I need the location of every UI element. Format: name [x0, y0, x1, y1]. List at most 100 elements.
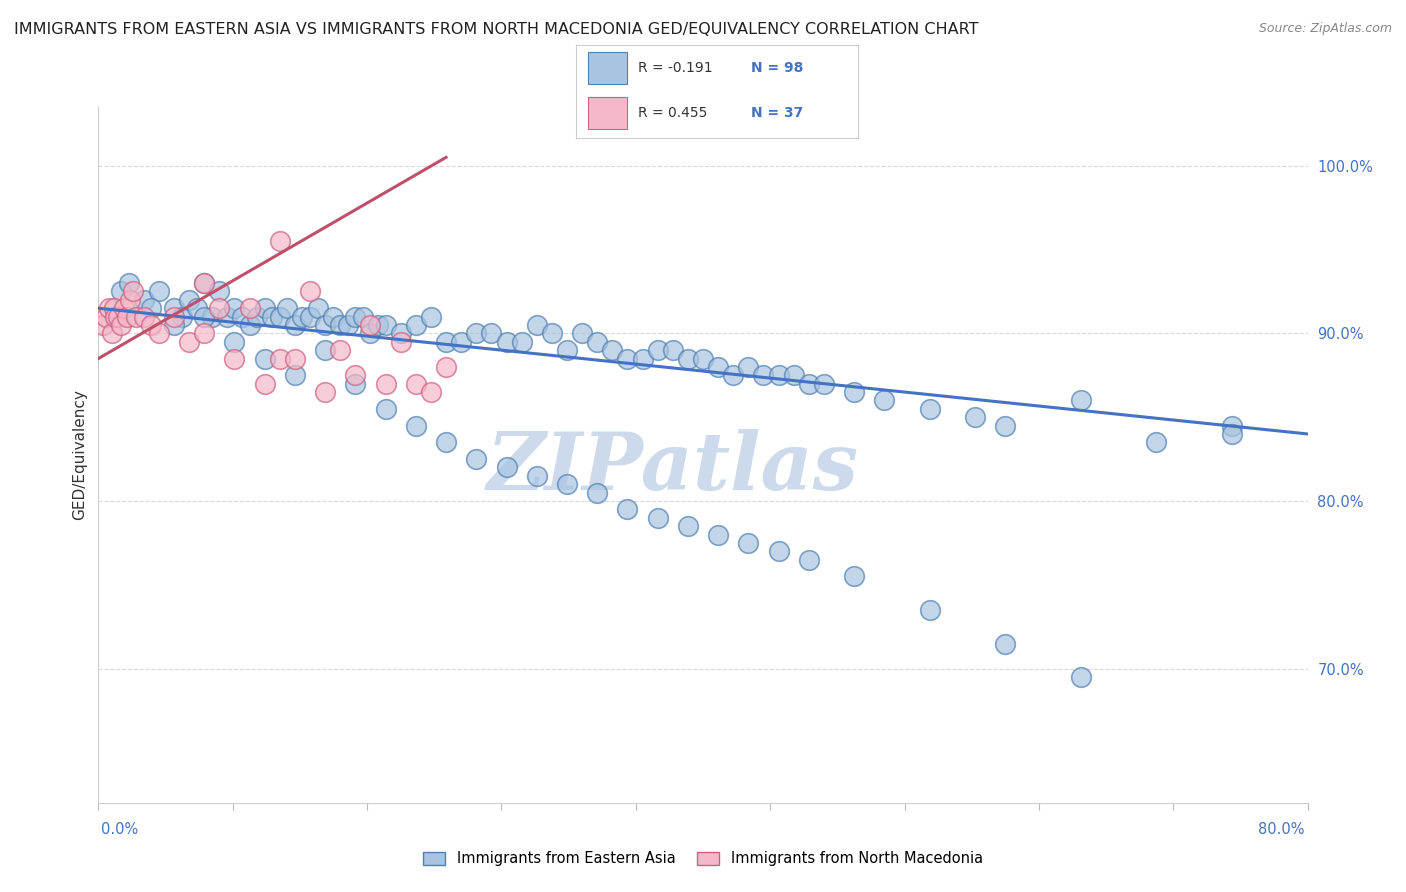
Point [253, 376, 276, 391]
Point [586, 485, 609, 500]
FancyBboxPatch shape [588, 52, 627, 84]
Point [374, 401, 396, 416]
Point [481, 326, 503, 341]
Point [405, 376, 427, 391]
Point [420, 310, 443, 324]
Point [231, 310, 253, 324]
Text: 80.0%: 80.0% [1258, 822, 1305, 837]
Point [873, 393, 896, 408]
Point [737, 359, 759, 374]
Point [276, 301, 298, 316]
Point [193, 326, 215, 341]
Point [434, 435, 457, 450]
Point [193, 310, 215, 324]
Text: IMMIGRANTS FROM EASTERN ASIA VS IMMIGRANTS FROM NORTH MACEDONIA GED/EQUIVALENCY : IMMIGRANTS FROM EASTERN ASIA VS IMMIGRAN… [14, 22, 979, 37]
Point [163, 310, 186, 324]
Point [239, 318, 262, 332]
Point [434, 359, 457, 374]
Point [540, 326, 562, 341]
Point [253, 301, 276, 316]
Point [246, 310, 269, 324]
Point [208, 285, 231, 299]
Point [314, 343, 336, 358]
Point [555, 343, 578, 358]
Text: 0.0%: 0.0% [101, 822, 138, 837]
Point [201, 310, 224, 324]
Point [269, 234, 291, 248]
Point [352, 310, 374, 324]
Point [510, 334, 533, 349]
Point [647, 343, 669, 358]
Point [291, 310, 314, 324]
Point [1220, 427, 1243, 442]
Point [103, 301, 125, 316]
Point [374, 376, 396, 391]
Point [797, 552, 820, 566]
Point [737, 536, 759, 550]
Point [918, 603, 941, 617]
Point [284, 368, 307, 383]
Point [336, 318, 359, 332]
Text: Source: ZipAtlas.com: Source: ZipAtlas.com [1258, 22, 1392, 36]
Point [723, 368, 745, 383]
Point [844, 569, 866, 583]
Point [118, 276, 141, 290]
Point [374, 318, 396, 332]
Point [389, 326, 412, 341]
Point [844, 385, 866, 400]
Point [148, 285, 170, 299]
Point [284, 318, 307, 332]
Point [616, 502, 638, 516]
Point [344, 368, 367, 383]
Point [141, 301, 163, 316]
Point [661, 343, 683, 358]
Point [322, 310, 344, 324]
Point [224, 351, 246, 366]
Point [112, 301, 135, 316]
Point [768, 368, 790, 383]
Point [1070, 670, 1092, 684]
Point [918, 401, 941, 416]
Point [389, 334, 412, 349]
Point [193, 276, 215, 290]
Point [299, 285, 322, 299]
Point [602, 343, 624, 358]
Point [224, 334, 246, 349]
Y-axis label: GED/Equivalency: GED/Equivalency [72, 390, 87, 520]
Point [782, 368, 804, 383]
Point [405, 418, 427, 433]
Legend: Immigrants from Eastern Asia, Immigrants from North Macedonia: Immigrants from Eastern Asia, Immigrants… [418, 846, 988, 872]
Point [495, 334, 517, 349]
Text: R = -0.191: R = -0.191 [638, 61, 713, 75]
Point [707, 527, 730, 541]
Point [262, 310, 284, 324]
Point [307, 301, 329, 316]
Point [141, 318, 163, 332]
Point [107, 310, 129, 324]
Point [314, 385, 336, 400]
Point [360, 318, 382, 332]
Point [163, 318, 186, 332]
Point [193, 276, 215, 290]
Point [965, 410, 987, 425]
Point [132, 293, 155, 307]
Point [239, 301, 262, 316]
Point [132, 310, 155, 324]
Point [94, 310, 117, 324]
Point [179, 293, 201, 307]
Point [768, 544, 790, 558]
Point [405, 318, 427, 332]
Point [647, 510, 669, 524]
Point [179, 334, 201, 349]
Point [284, 351, 307, 366]
Point [170, 310, 193, 324]
Text: ZIPatlas: ZIPatlas [486, 429, 859, 507]
Point [994, 418, 1017, 433]
Text: N = 37: N = 37 [751, 106, 803, 120]
Point [465, 452, 488, 467]
Point [434, 334, 457, 349]
Point [314, 318, 336, 332]
Point [224, 301, 246, 316]
Point [526, 468, 548, 483]
Point [1144, 435, 1167, 450]
